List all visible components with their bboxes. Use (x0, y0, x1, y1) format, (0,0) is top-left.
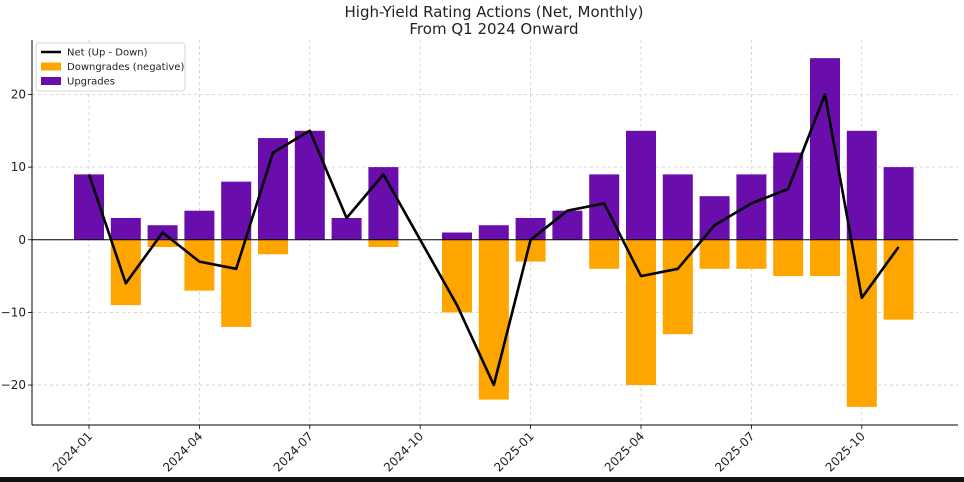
upgrade-bar (883, 167, 914, 240)
window-bottom-edge (0, 477, 964, 482)
chart-title: High-Yield Rating Actions (Net, Monthly) (345, 3, 644, 21)
downgrade-bar (184, 239, 215, 291)
upgrade-bar (736, 174, 767, 240)
upgrade-bar (589, 174, 620, 240)
upgrade-bar (221, 181, 252, 240)
x-tick-label: 2025-01 (491, 429, 536, 474)
downgrade-bar (810, 239, 840, 277)
legend-box (35, 42, 186, 92)
upgrade-bar (184, 210, 215, 240)
downgrade-bar (515, 239, 546, 262)
legend-swatch (41, 62, 61, 71)
y-tick-label: −10 (1, 305, 26, 319)
upgrade-bar (515, 217, 546, 240)
x-tick-label: 2025-04 (602, 429, 647, 474)
chart-subtitle: From Q1 2024 Onward (409, 20, 578, 38)
bars (74, 58, 914, 407)
x-tick-label: 2025-10 (823, 429, 868, 474)
x-tick-label: 2024-01 (50, 429, 95, 474)
y-tick-label: 10 (11, 160, 26, 174)
upgrade-bar (552, 210, 583, 240)
downgrade-bar (258, 239, 288, 255)
downgrade-bar (736, 239, 767, 269)
upgrade-bar (294, 130, 325, 240)
downgrade-bar (846, 239, 877, 407)
downgrade-bar (883, 239, 914, 320)
legend-label: Upgrades (67, 77, 115, 88)
upgrade-bar (846, 130, 877, 240)
downgrade-bar (368, 239, 399, 248)
upgrade-bar (331, 217, 362, 240)
upgrade-bar (662, 174, 693, 240)
downgrade-bar (626, 239, 656, 386)
downgrade-bar (699, 239, 730, 269)
upgrade-bar (368, 167, 399, 240)
upgrade-bar (110, 217, 141, 240)
legend-swatch (41, 77, 61, 85)
downgrade-bar (147, 239, 178, 248)
x-tick-label: 2024-07 (271, 429, 316, 474)
upgrade-bar (442, 232, 472, 240)
upgrade-bar (478, 225, 509, 240)
net-line-layer (87, 93, 900, 387)
x-tick-label: 2025-07 (712, 429, 757, 474)
downgrade-bar (662, 239, 693, 335)
x-tick-label: 2024-10 (381, 429, 426, 474)
upgrade-bar (626, 130, 656, 240)
y-tick-label: 20 (11, 87, 26, 101)
upgrade-bar (773, 152, 804, 240)
y-tick-label: −20 (1, 378, 26, 392)
net-line (87, 93, 900, 387)
legend-label: Net (Up - Down) (67, 48, 148, 59)
downgrade-bar (773, 239, 804, 277)
legend-label: Downgrades (negative) (67, 62, 184, 73)
x-tick-label: 2024-04 (160, 429, 205, 474)
downgrade-bar (589, 239, 620, 269)
y-tick-label: 0 (18, 233, 26, 247)
legend: Net (Up - Down) Downgrades (negative) Upgr… (35, 42, 186, 92)
downgrade-bar (442, 239, 472, 313)
downgrade-bar (221, 239, 252, 327)
downgrade-bar (478, 239, 509, 400)
